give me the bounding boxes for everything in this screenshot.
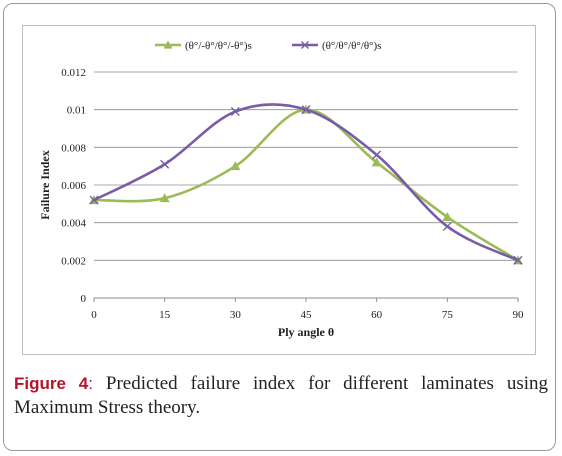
- series-2-point: [230, 107, 240, 117]
- series-1-point: [230, 161, 241, 171]
- y-tick-label: 0.004: [61, 218, 86, 230]
- x-tick-label: 45: [301, 309, 313, 321]
- line-chart: 0 0.002 0.004 0.006 0.008 0.01 0.012 0 15 30 45 60 7…: [38, 40, 525, 339]
- caption-text: Predicted failure index for different la…: [14, 373, 549, 418]
- chart-area: 0 0.002 0.004 0.006 0.008 0.01 0.012 0 15 30 45 60 7…: [22, 25, 536, 355]
- y-tick-label: 0.01: [67, 105, 86, 117]
- figure-caption: Figure 4: Predicted failure index for di…: [14, 372, 548, 420]
- y-tick-label: 0.012: [61, 67, 86, 79]
- x-tick-label: 90: [513, 309, 525, 321]
- x-tick-label: 75: [442, 309, 454, 321]
- series-2-point: [89, 195, 99, 205]
- series-2-point: [160, 159, 170, 169]
- x-tick-label: 30: [230, 309, 242, 321]
- legend-marker-2: [301, 41, 309, 49]
- series-1-point: [159, 193, 170, 203]
- y-tick-label: 0.008: [61, 142, 86, 154]
- caption-separator: :: [88, 374, 94, 393]
- series-1-point: [371, 157, 382, 167]
- series-line-2: [93, 103, 519, 262]
- series-2-point: [372, 150, 382, 160]
- x-tick-label: 60: [371, 309, 383, 321]
- y-axis-title: Failure Index: [38, 150, 52, 219]
- y-tick-label: 0: [81, 293, 87, 305]
- legend-label-1: (θ°/-θ°/θ°/-θ°)s: [185, 40, 252, 52]
- caption-label: Figure 4: [14, 374, 89, 393]
- x-axis-title: Ply angle θ: [278, 325, 334, 339]
- series-2-point: [513, 255, 523, 265]
- y-tick-label: 0.002: [61, 255, 86, 267]
- x-tick-label: 15: [159, 309, 171, 321]
- series-2-point: [301, 105, 311, 115]
- series-2-point: [442, 221, 452, 231]
- series-1-point: [442, 212, 453, 222]
- x-tick-label: 0: [91, 309, 97, 321]
- y-tick-label: 0.006: [61, 180, 86, 192]
- legend-label-2: (θ°/θ°/θ°/θ°)s: [322, 40, 381, 52]
- legend-marker-1: [163, 40, 173, 49]
